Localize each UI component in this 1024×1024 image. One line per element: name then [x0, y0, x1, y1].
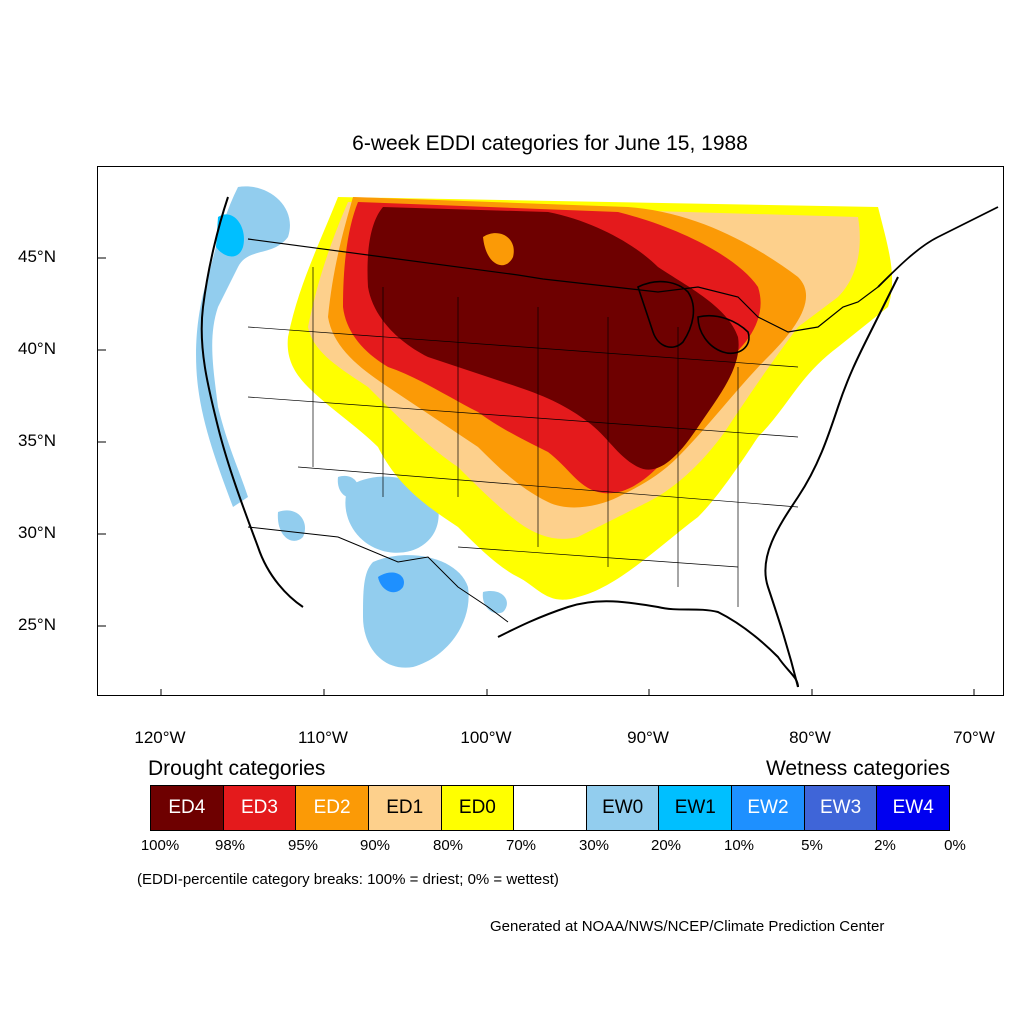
legend-seg-label: EW2 — [747, 797, 789, 818]
wet-az — [277, 510, 306, 541]
pct-break: 0% — [944, 837, 966, 854]
gulf-coastline — [497, 600, 799, 688]
pct-break: 98% — [214, 837, 246, 854]
legend-seg-ed1: ED1 — [368, 786, 442, 830]
lon-label-90w: 90°W — [627, 728, 669, 747]
legend-seg-ed4: ED4 — [151, 786, 224, 830]
legend-seg-label: EW0 — [602, 797, 644, 818]
lat-label-30: 30°N — [18, 523, 56, 542]
wet-mid — [337, 475, 359, 498]
mexico-border — [247, 526, 509, 623]
legend-seg-ed3: ED3 — [223, 786, 297, 830]
us-canada-border — [247, 238, 879, 333]
wetness-legend-title: Wetness categories — [765, 757, 950, 780]
pct-break: 95% — [287, 837, 319, 854]
ed4-zone — [367, 207, 739, 470]
lat-label-25: 25°N — [18, 615, 56, 634]
legend-seg-neutral — [514, 786, 587, 830]
legend-seg-ed2: ED2 — [296, 786, 369, 830]
lon-label-110w: 110°W — [298, 728, 348, 747]
pct-break: 80% — [432, 837, 464, 854]
canada-east-coast — [877, 206, 999, 288]
wet-pacific-nw — [216, 214, 244, 257]
legend-seg-ew2: EW2 — [732, 786, 805, 830]
legend-seg-ew3: EW3 — [804, 786, 878, 830]
legend-colorbar: ED4 ED3 ED2 ED1 ED0 EW0 EW1 EW2 EW3 EW4 — [150, 785, 950, 831]
lon-label-80w: 80°W — [789, 728, 831, 747]
credit-line: Generated at NOAA/NWS/NCEP/Climate Predi… — [490, 918, 885, 935]
pct-break: 70% — [505, 837, 537, 854]
east-coastline — [764, 276, 899, 688]
legend-seg-ew0: EW0 — [586, 786, 660, 830]
drought-legend-title: Drought categories — [148, 757, 326, 780]
frame-ticks — [98, 257, 975, 695]
legend-seg-label: ED3 — [240, 797, 278, 818]
legend-seg-ew1: EW1 — [659, 786, 733, 830]
legend-seg-label: EW4 — [892, 797, 934, 818]
pct-break: 90% — [359, 837, 391, 854]
lat-label-35: 35°N — [18, 431, 56, 450]
lon-label-100w: 100°W — [460, 728, 512, 747]
great-lakes — [637, 280, 750, 354]
map-panel — [97, 166, 1004, 696]
legend-seg-label: ED4 — [168, 797, 206, 818]
wet-texas — [363, 555, 469, 668]
category-note: (EDDI-percentile category breaks: 100% =… — [137, 871, 559, 888]
legend-seg-label: ED2 — [313, 797, 351, 818]
lat-label-40: 40°N — [18, 339, 56, 358]
legend-seg-label: ED0 — [458, 797, 496, 818]
pct-break: 20% — [650, 837, 682, 854]
map-title: 6-week EDDI categories for June 15, 1988 — [352, 132, 748, 155]
ed3-island — [483, 233, 514, 266]
wet-texas-core — [378, 572, 404, 593]
pct-break: 5% — [801, 837, 823, 854]
pct-break: 100% — [140, 837, 180, 854]
legend-seg-label: EW3 — [819, 797, 862, 818]
legend-seg-label: ED1 — [386, 797, 424, 818]
wet-southwest-1 — [345, 476, 439, 553]
drought-fields — [287, 197, 893, 600]
legend-seg-ew4: EW4 — [877, 786, 950, 830]
eddi-map — [98, 186, 999, 695]
lon-label-70w: 70°W — [953, 728, 995, 747]
borders — [200, 196, 999, 688]
state-borders — [247, 267, 799, 607]
wet-patches — [196, 186, 507, 668]
west-coastline — [200, 196, 304, 608]
legend-seg-label: EW1 — [674, 797, 716, 818]
pct-break: 10% — [723, 837, 755, 854]
legend-seg-ed0: ED0 — [441, 786, 515, 830]
wet-west-coast — [196, 186, 290, 507]
pct-break: 2% — [874, 837, 896, 854]
lon-label-120w: 120°W — [134, 728, 186, 747]
pct-break: 30% — [578, 837, 610, 854]
lat-label-45: 45°N — [18, 247, 56, 266]
wet-gulf-patch — [482, 591, 507, 614]
